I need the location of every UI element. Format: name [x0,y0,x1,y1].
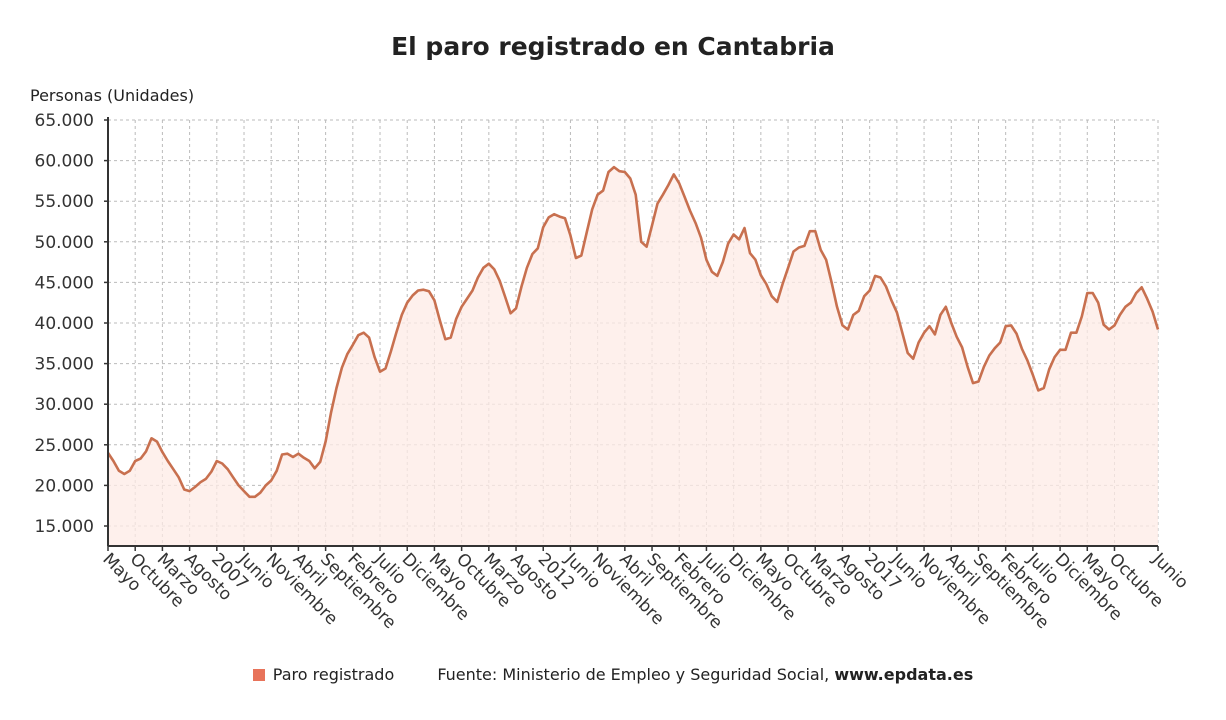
y-tick-label: 30.000 [35,395,94,415]
y-tick-label: 65.000 [35,111,94,131]
legend-swatch [252,669,265,681]
y-tick-label: 20.000 [35,476,94,496]
y-tick-label: 40.000 [35,314,94,334]
y-tick-label: 50.000 [35,233,94,253]
legend: Paro registrado Fuente: Ministerio de Em… [0,665,1226,684]
y-tick-label: 45.000 [35,273,94,293]
source-site: www.epdata.es [834,665,974,684]
y-tick-label: 55.000 [35,192,94,212]
y-tick-label: 60.000 [35,152,94,172]
y-tick-label: 15.000 [35,517,94,537]
source-note: Fuente: Ministerio de Empleo y Seguridad… [437,665,973,684]
series-line [106,165,1160,499]
chart-title: El paro registrado en Cantabria [391,32,835,61]
y-tick-label: 35.000 [35,355,94,375]
y-tick-label: 25.000 [35,436,94,456]
source-text: Fuente: Ministerio de Empleo y Seguridad… [437,665,835,684]
y-axis-label: Personas (Unidades) [30,86,195,105]
line-chart: 15.000 20.000 25.000 30.000 35.000 40.000 45.0… [35,111,1193,633]
series-area [108,167,1158,546]
legend-label: Paro registrado [272,665,395,684]
